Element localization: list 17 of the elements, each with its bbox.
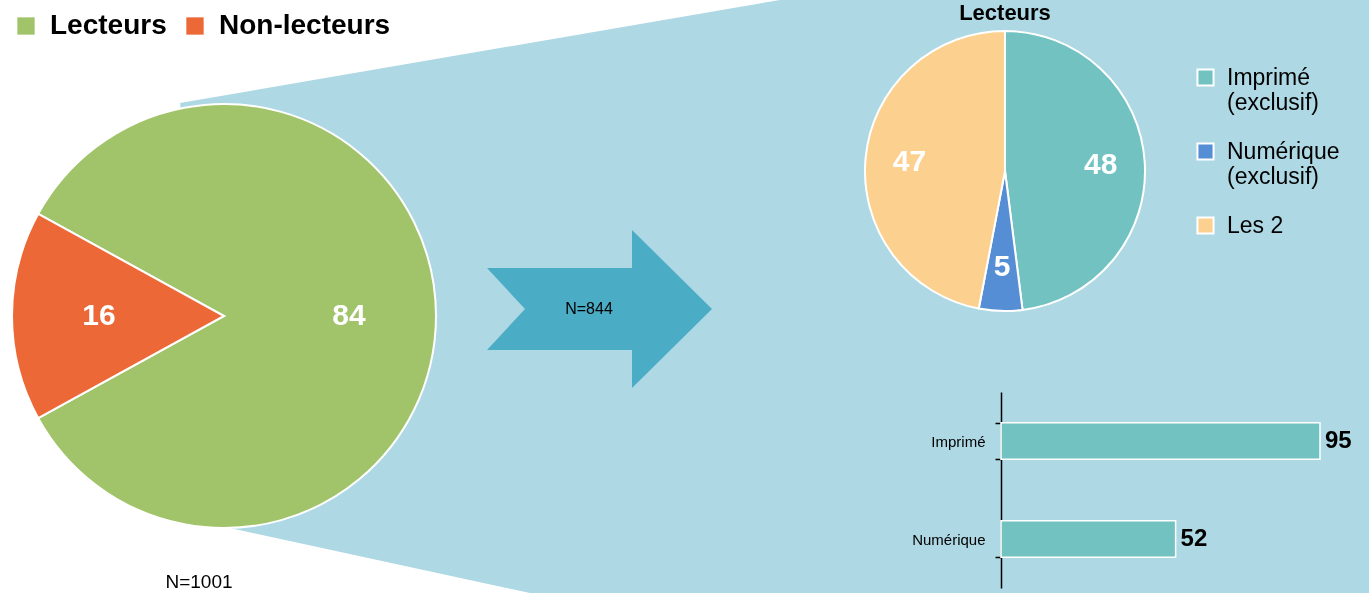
chart-title: Lecteurs: [959, 0, 1051, 25]
data-label: 48: [1084, 146, 1118, 180]
data-label: 84: [332, 298, 366, 331]
data-label: 95: [1325, 426, 1352, 453]
legend-label: Non-lecteurs: [219, 9, 391, 40]
data-label: 5: [993, 248, 1011, 282]
y-tick-label: Numérique: [912, 530, 986, 548]
y-tick-label: Imprimé: [931, 432, 986, 450]
legend-label: Numérique (exclusif): [1227, 137, 1340, 189]
data-label: 52: [1180, 524, 1208, 551]
legend-label: Imprimé (exclusif): [1227, 63, 1320, 115]
legend-label: Les 2: [1227, 211, 1284, 238]
data-label: 47: [892, 143, 927, 177]
data-label: 16: [82, 298, 116, 331]
text: N=1001: [165, 571, 233, 593]
text: N=844: [565, 300, 613, 318]
legend-label: Lecteurs: [50, 9, 167, 40]
